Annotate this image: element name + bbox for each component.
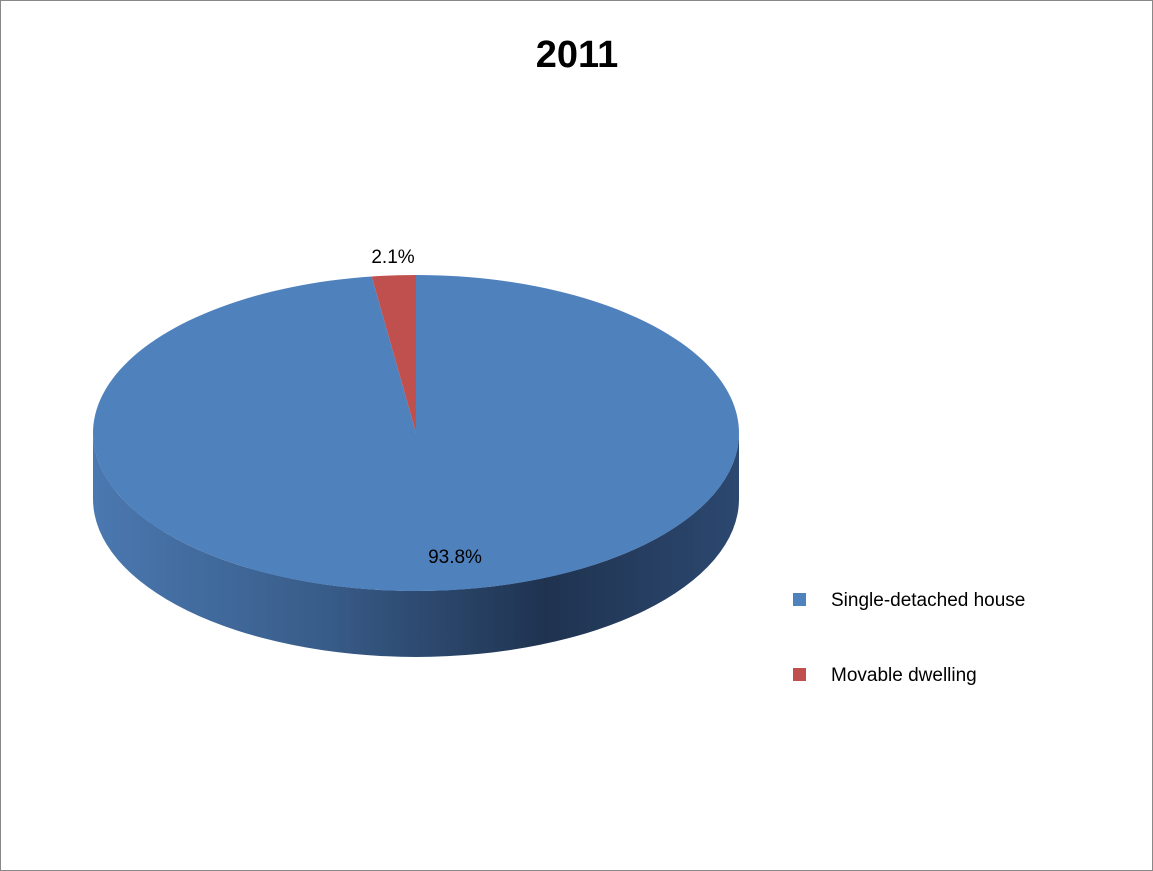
data-label-single-detached-house: 93.8% — [428, 547, 482, 568]
legend-label-movable-dwelling: Movable dwelling — [831, 665, 977, 686]
legend-swatch-single-detached-house — [793, 593, 806, 606]
data-label-group: 93.8% 2.1% — [371, 247, 482, 568]
pie-slice-movable-dwelling — [371, 275, 416, 433]
legend-label-single-detached-house: Single-detached house — [831, 590, 1025, 611]
pie-group — [92, 275, 739, 657]
legend: Single-detached house Movable dwelling — [793, 590, 1025, 686]
chart-title: 2011 — [536, 34, 618, 76]
pie-slice-single-detached-house — [92, 275, 739, 591]
legend-swatch-movable-dwelling — [793, 668, 806, 681]
pie-side — [93, 433, 739, 657]
data-label-movable-dwelling: 2.1% — [371, 247, 414, 268]
